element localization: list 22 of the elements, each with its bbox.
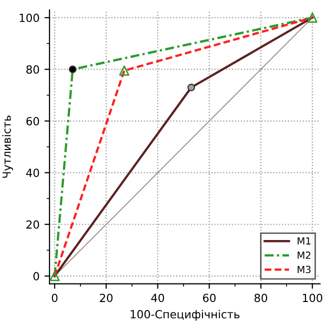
point — [307, 12, 318, 23]
y-tick-label: 40 — [26, 168, 40, 178]
point — [68, 66, 77, 74]
y-tick-label: 60 — [26, 116, 40, 126]
x-tick-label: 20 — [100, 294, 113, 302]
x-tick-label: 100 — [302, 294, 322, 302]
legend-label: M2 — [298, 252, 310, 259]
legend-label: M3 — [298, 266, 311, 274]
point — [187, 84, 196, 92]
point — [119, 66, 130, 76]
x-tick-label: 60 — [202, 294, 216, 302]
y-axis-title: Чутливість — [2, 116, 14, 178]
y-tick-label: 80 — [26, 65, 40, 74]
y-tick-label: 0 — [33, 272, 40, 280]
x-axis-title: 100-Специфічність — [130, 310, 240, 321]
x-tick-label: 40 — [151, 294, 164, 302]
x-tick-label: 80 — [254, 294, 268, 302]
y-tick-label: 100 — [20, 14, 40, 22]
point — [50, 270, 60, 282]
x-tick-label: 0 — [52, 294, 58, 302]
legend-label: M1 — [298, 237, 310, 244]
y-tick-label: 20 — [26, 220, 40, 229]
